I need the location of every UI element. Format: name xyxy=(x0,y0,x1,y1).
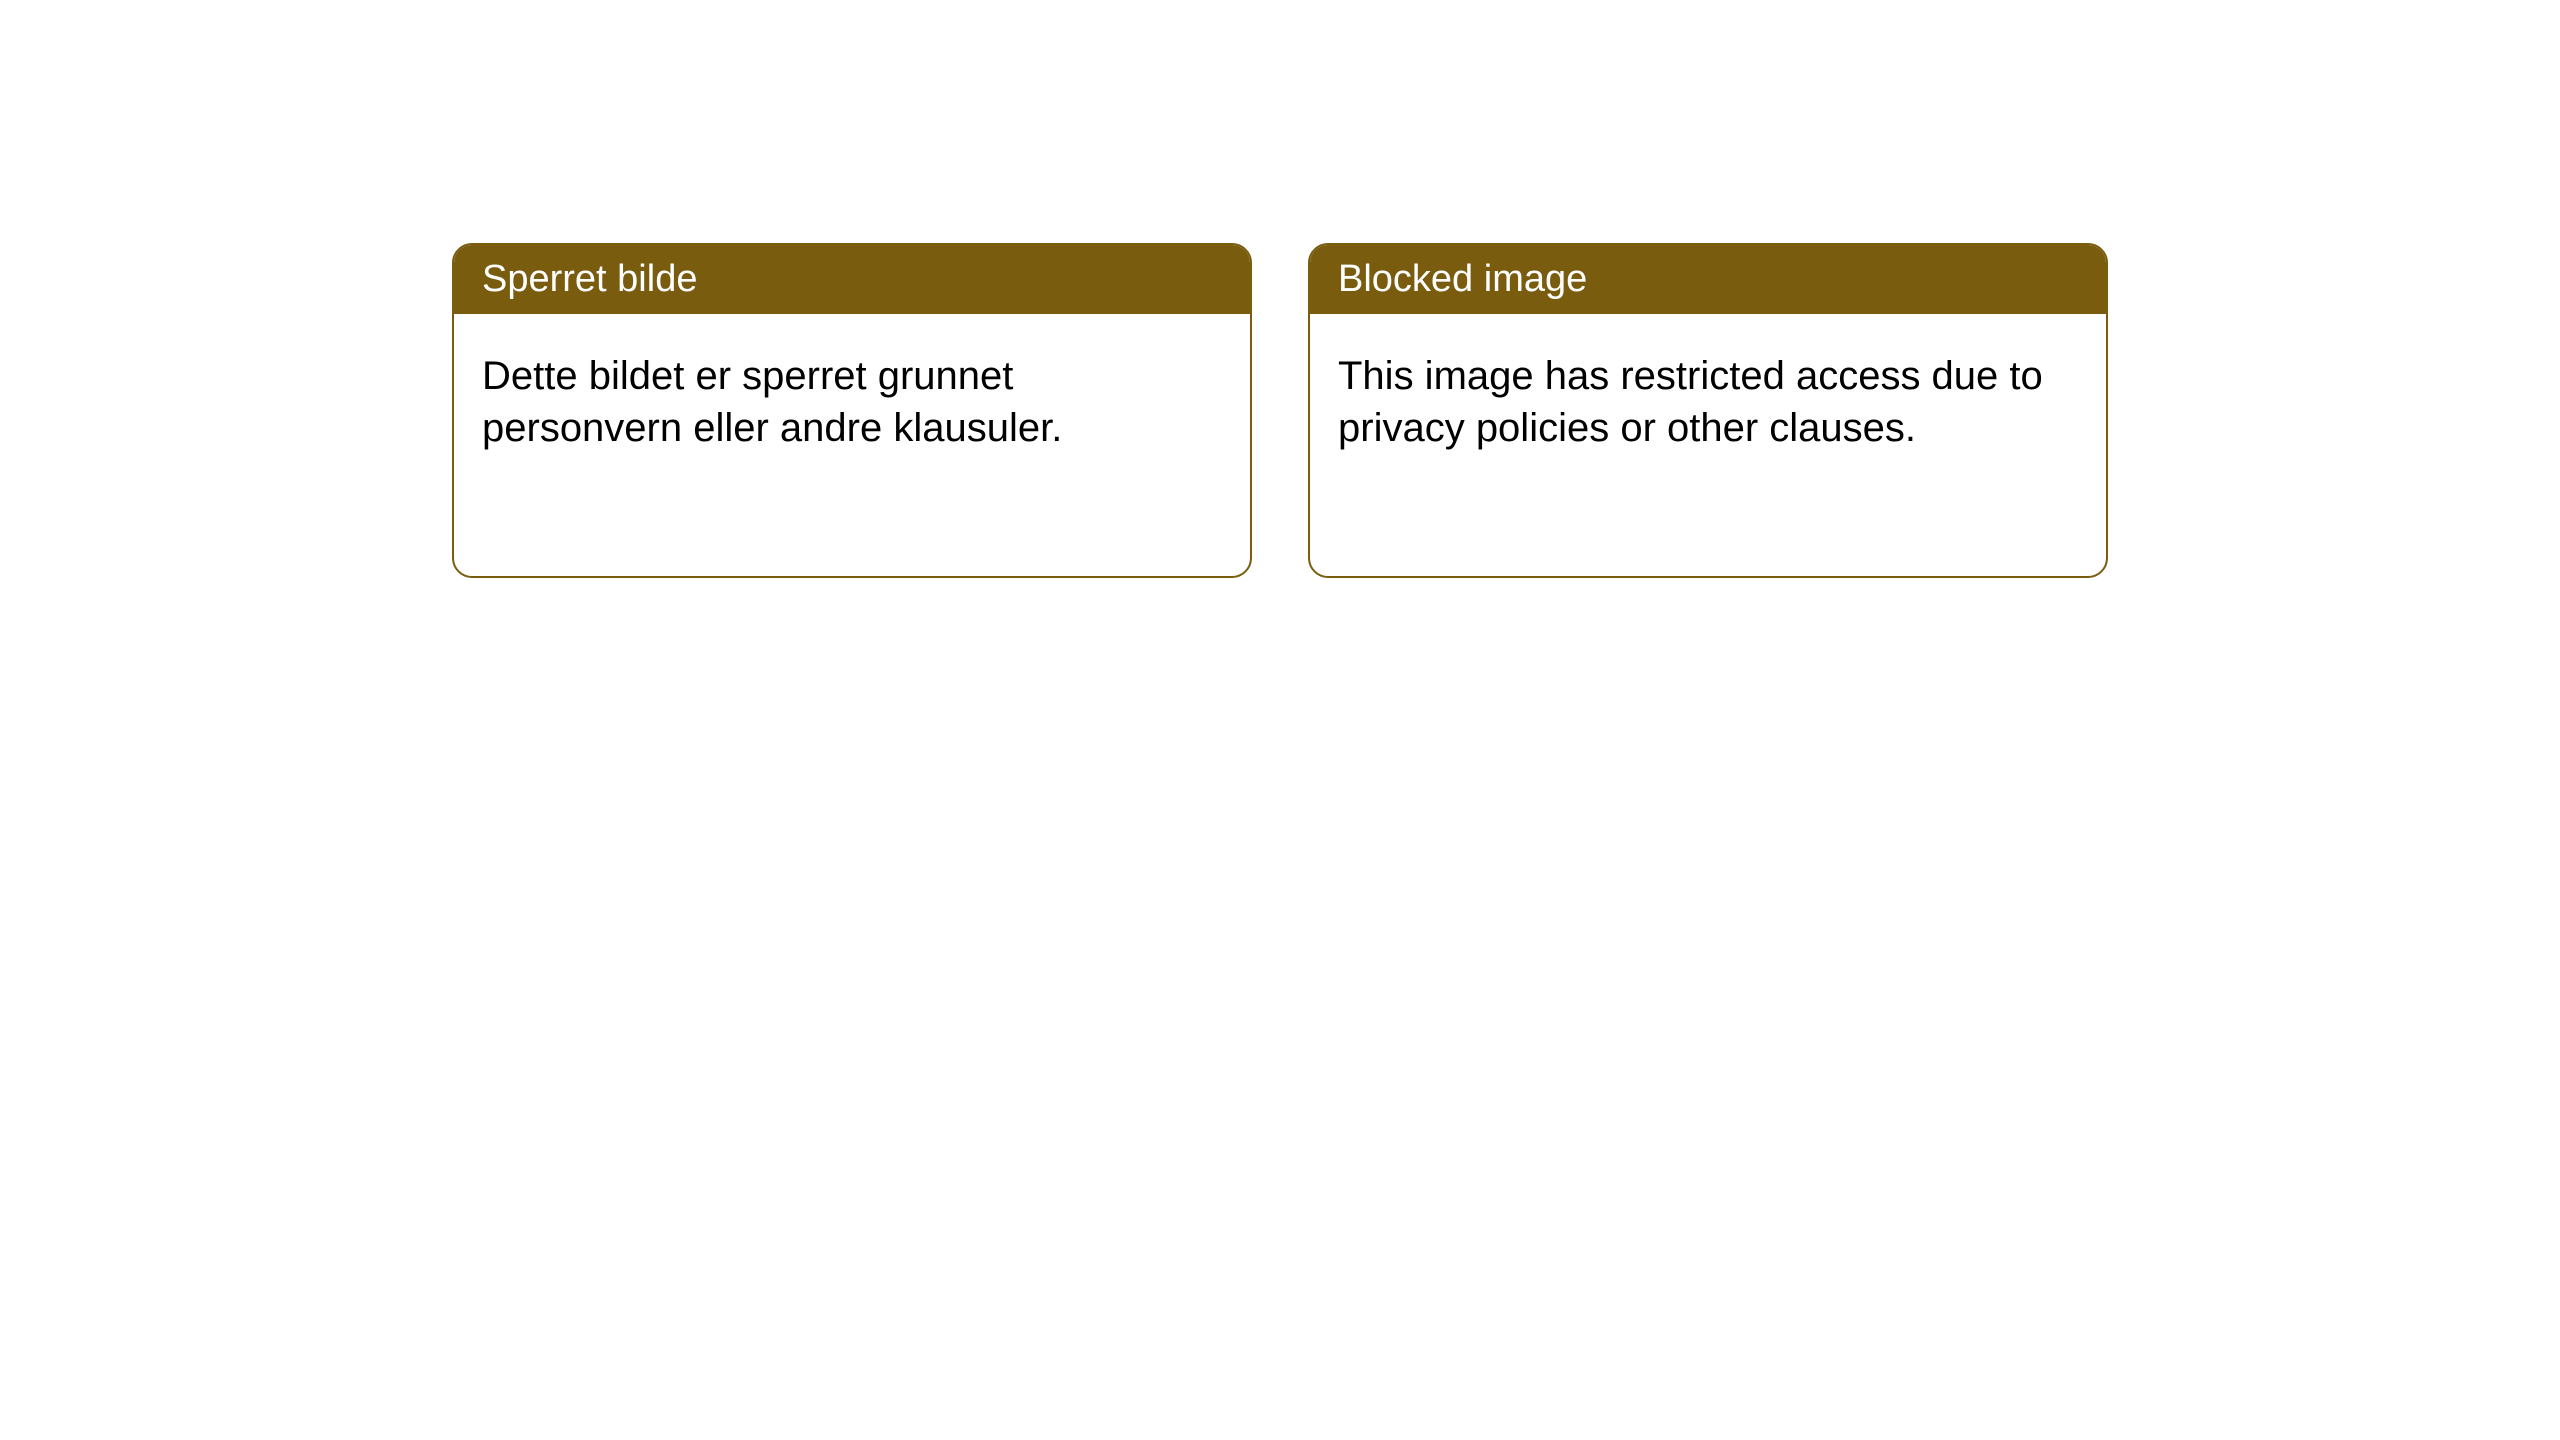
notice-card-text: This image has restricted access due to … xyxy=(1338,354,2043,450)
notice-card-container: Sperret bilde Dette bildet er sperret gr… xyxy=(0,0,2560,578)
notice-card-body: This image has restricted access due to … xyxy=(1310,314,2106,490)
notice-card-title: Blocked image xyxy=(1338,258,1587,300)
notice-card-body: Dette bildet er sperret grunnet personve… xyxy=(454,314,1250,490)
notice-card-title: Sperret bilde xyxy=(482,258,697,300)
notice-card-text: Dette bildet er sperret grunnet personve… xyxy=(482,354,1062,450)
notice-card-header: Blocked image xyxy=(1310,245,2106,314)
notice-card-norwegian: Sperret bilde Dette bildet er sperret gr… xyxy=(452,243,1252,578)
notice-card-english: Blocked image This image has restricted … xyxy=(1308,243,2108,578)
notice-card-header: Sperret bilde xyxy=(454,245,1250,314)
